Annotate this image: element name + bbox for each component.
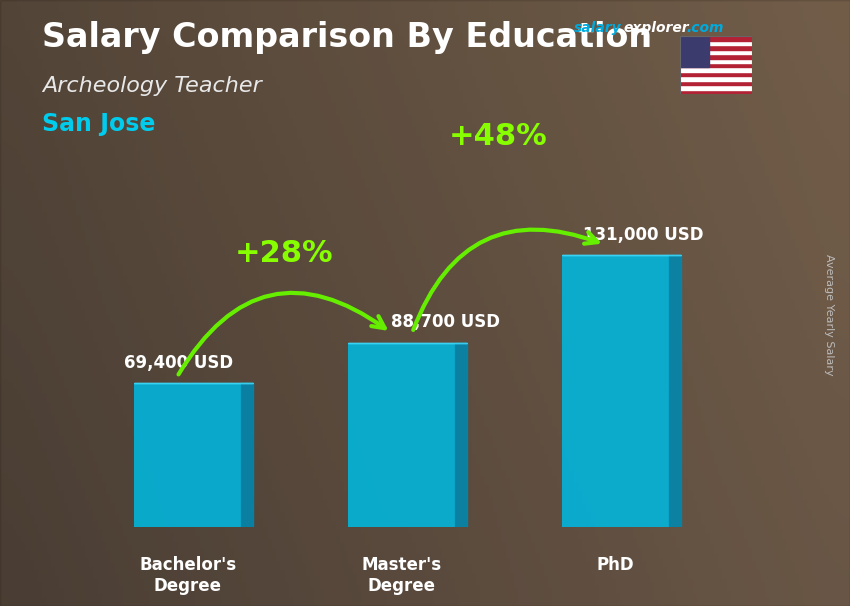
Text: 88,700 USD: 88,700 USD bbox=[391, 313, 500, 331]
Text: PhD: PhD bbox=[597, 556, 634, 574]
Text: San Jose: San Jose bbox=[42, 112, 156, 136]
Bar bbox=[680, 72, 752, 76]
Bar bbox=[680, 50, 752, 54]
Bar bbox=[680, 36, 709, 67]
Bar bbox=[680, 63, 752, 67]
Bar bbox=[680, 90, 752, 94]
Bar bbox=[562, 255, 669, 527]
Text: Master's
Degree: Master's Degree bbox=[361, 556, 442, 595]
Bar bbox=[680, 85, 752, 90]
Polygon shape bbox=[241, 383, 253, 527]
Bar bbox=[680, 59, 752, 63]
Text: salary: salary bbox=[574, 21, 621, 35]
Text: +28%: +28% bbox=[235, 239, 333, 268]
Text: .com: .com bbox=[687, 21, 724, 35]
Text: Average Yearly Salary: Average Yearly Salary bbox=[824, 255, 834, 376]
Polygon shape bbox=[669, 255, 681, 527]
Bar bbox=[680, 36, 752, 41]
Bar bbox=[680, 45, 752, 50]
Polygon shape bbox=[455, 343, 467, 527]
Bar bbox=[680, 76, 752, 81]
Text: 69,400 USD: 69,400 USD bbox=[123, 353, 233, 371]
Text: Bachelor's
Degree: Bachelor's Degree bbox=[139, 556, 236, 595]
Text: Archeology Teacher: Archeology Teacher bbox=[42, 76, 263, 96]
Bar bbox=[680, 67, 752, 72]
Bar bbox=[680, 81, 752, 85]
Text: Salary Comparison By Education: Salary Comparison By Education bbox=[42, 21, 653, 54]
Text: 131,000 USD: 131,000 USD bbox=[583, 225, 704, 244]
Text: explorer: explorer bbox=[623, 21, 688, 35]
Bar bbox=[348, 343, 455, 527]
Bar bbox=[680, 54, 752, 59]
Text: +48%: +48% bbox=[449, 122, 547, 151]
Bar bbox=[680, 41, 752, 45]
Bar bbox=[134, 383, 241, 527]
